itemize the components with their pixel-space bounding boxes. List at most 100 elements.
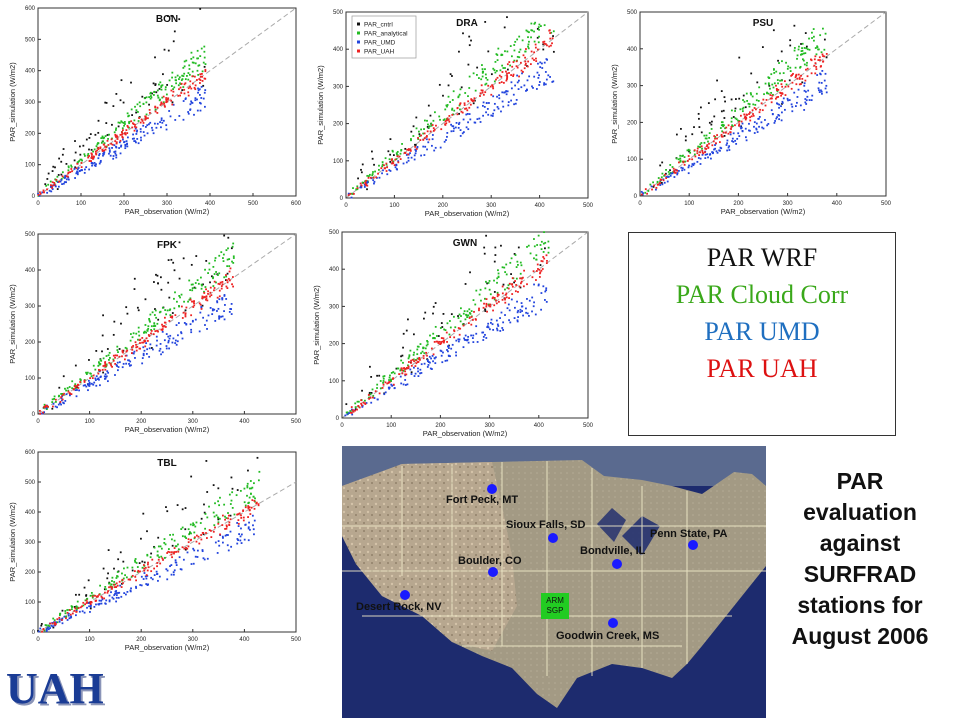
data-point-PAR_UAH: [212, 530, 215, 533]
data-point-PAR_cntrl: [40, 624, 43, 627]
data-point-PAR_UMD: [762, 127, 765, 130]
data-point-PAR_analytical: [52, 617, 55, 620]
data-point-PAR_analytical: [92, 594, 95, 597]
data-point-PAR_cntrl: [54, 166, 56, 169]
data-point-PAR_analytical: [74, 387, 77, 389]
data-point-PAR_UAH: [350, 406, 353, 408]
data-point-PAR_cntrl: [503, 26, 506, 29]
data-point-PAR_UAH: [92, 156, 95, 159]
data-point-PAR_UMD: [202, 557, 205, 560]
data-point-PAR_UMD: [520, 302, 523, 304]
data-point-PAR_UAH: [130, 352, 133, 354]
data-point-PAR_analytical: [538, 28, 540, 31]
legend-label: PAR_UMD: [364, 40, 396, 47]
data-point-PAR_analytical: [457, 317, 460, 319]
data-point-PAR_UMD: [503, 91, 506, 94]
data-point-PAR_UAH: [248, 509, 251, 512]
data-point-PAR_UMD: [384, 391, 387, 394]
data-point-PAR_analytical: [528, 31, 530, 34]
data-point-PAR_analytical: [434, 337, 436, 340]
data-point-PAR_cntrl: [217, 487, 220, 490]
data-point-PAR_UMD: [467, 341, 470, 344]
data-point-PAR_UAH: [548, 29, 551, 32]
data-point-PAR_UMD: [198, 88, 201, 91]
data-point-PAR_UAH: [418, 356, 421, 359]
data-point-PAR_UAH: [371, 396, 374, 399]
data-point-PAR_UMD: [238, 533, 241, 536]
data-point-PAR_UAH: [515, 65, 518, 68]
data-point-PAR_UMD: [393, 387, 396, 390]
data-point-PAR_analytical: [378, 164, 380, 167]
data-point-PAR_UAH: [510, 74, 513, 76]
data-point-PAR_UAH: [653, 184, 655, 187]
data-point-PAR_UAH: [116, 135, 119, 138]
y-axis-label: PAR_simulation (W/m2): [8, 284, 17, 364]
data-point-PAR_analytical: [822, 27, 824, 30]
data-point-PAR_analytical: [137, 326, 140, 329]
data-point-PAR_cntrl: [707, 102, 710, 105]
data-point-PAR_analytical: [203, 56, 206, 59]
data-point-PAR_UAH: [165, 98, 168, 101]
data-point-PAR_analytical: [153, 328, 156, 331]
data-point-PAR_UMD: [348, 412, 350, 414]
data-point-PAR_UAH: [200, 72, 203, 75]
data-point-PAR_UAH: [497, 293, 500, 296]
data-point-PAR_analytical: [43, 629, 46, 632]
data-point-PAR_UMD: [756, 131, 759, 133]
data-point-PAR_UAH: [115, 582, 118, 585]
data-point-PAR_UMD: [161, 351, 164, 354]
data-point-PAR_UAH: [106, 139, 109, 142]
data-point-PAR_UMD: [99, 159, 102, 162]
data-point-PAR_analytical: [540, 25, 542, 27]
data-point-PAR_analytical: [166, 309, 169, 312]
data-point-PAR_analytical: [506, 50, 509, 53]
data-point-PAR_UMD: [216, 552, 219, 554]
data-point-PAR_UMD: [715, 150, 718, 153]
data-point-PAR_UMD: [192, 547, 195, 550]
data-point-PAR_UMD: [516, 311, 519, 314]
data-point-PAR_UMD: [726, 149, 729, 152]
data-point-PAR_analytical: [156, 94, 159, 97]
data-point-PAR_UAH: [231, 283, 233, 286]
data-point-PAR_analytical: [182, 66, 185, 69]
data-point-PAR_UMD: [391, 384, 394, 387]
data-point-PAR_UMD: [103, 151, 106, 154]
data-point-PAR_UAH: [825, 53, 828, 55]
legend-label: PAR_cntrl: [364, 22, 393, 29]
data-point-PAR_cntrl: [449, 73, 452, 76]
data-point-PAR_analytical: [197, 282, 200, 285]
data-point-PAR_UAH: [161, 102, 163, 105]
data-point-PAR_UAH: [126, 349, 129, 352]
data-point-PAR_cntrl: [97, 119, 100, 122]
data-point-PAR_analytical: [188, 298, 191, 301]
data-point-PAR_analytical: [51, 401, 54, 403]
data-point-PAR_UAH: [124, 354, 127, 357]
data-point-PAR_UMD: [681, 167, 684, 170]
data-point-PAR_UMD: [517, 309, 520, 312]
data-point-PAR_UAH: [200, 538, 203, 541]
data-point-PAR_analytical: [96, 143, 99, 146]
data-point-PAR_analytical: [754, 103, 757, 106]
data-point-PAR_UMD: [767, 122, 770, 125]
data-point-PAR_analytical: [137, 338, 139, 341]
data-point-PAR_analytical: [160, 555, 163, 558]
data-point-PAR_cntrl: [203, 65, 206, 68]
data-point-PAR_UMD: [414, 148, 417, 151]
data-point-PAR_UMD: [87, 389, 89, 392]
data-point-PAR_UAH: [774, 97, 777, 100]
data-point-PAR_UMD: [45, 407, 48, 410]
data-point-PAR_UAH: [367, 176, 370, 179]
data-point-PAR_cntrl: [75, 386, 78, 389]
data-point-PAR_UAH: [119, 133, 122, 136]
x-axis-label: PAR_observation (W/m2): [425, 209, 510, 218]
data-point-PAR_UMD: [691, 163, 694, 165]
data-point-PAR_analytical: [449, 101, 451, 103]
data-point-PAR_UAH: [491, 84, 494, 87]
data-point-PAR_UAH: [674, 168, 677, 171]
y-tick-label: 500: [25, 480, 36, 486]
data-point-PAR_analytical: [86, 371, 89, 374]
data-point-PAR_analytical: [212, 265, 215, 268]
data-point-PAR_analytical: [141, 566, 144, 569]
data-point-PAR_UMD: [414, 152, 417, 155]
data-point-PAR_cntrl: [801, 81, 804, 84]
